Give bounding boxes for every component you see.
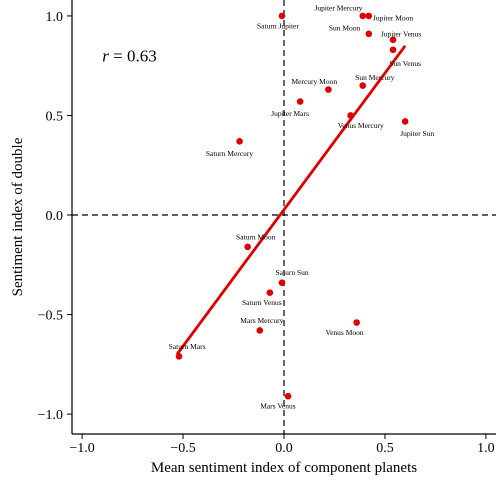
data-point <box>359 12 367 20</box>
point-label: Saturn Jupiter <box>257 21 299 30</box>
data-point <box>325 86 332 93</box>
data-point <box>347 112 354 119</box>
point-label: Venus Mercury <box>338 121 384 130</box>
y-tick-label: −0.5 <box>38 309 63 324</box>
data-point <box>256 327 264 334</box>
data-point <box>244 243 251 251</box>
correlation-annotation: r = 0.63 <box>102 47 156 66</box>
x-tick-label: −0.5 <box>170 441 195 456</box>
point-label: Mercury Moon <box>291 77 337 86</box>
point-label: Sun Venus <box>389 59 421 68</box>
data-point <box>389 46 397 54</box>
point-label: Jupiter Mercury <box>314 3 362 12</box>
y-tick-label: 0.5 <box>46 109 64 124</box>
axes: −1.0 −0.5 0.0 0.5 1.0 −1.0 −0.5 0.0 0.5 1.0 <box>38 0 496 456</box>
data-point <box>296 98 304 105</box>
data-point <box>353 319 360 326</box>
reference-lines <box>72 0 496 434</box>
point-label: Jupiter Sun <box>400 129 434 138</box>
data-point <box>401 118 409 125</box>
regression-line <box>175 44 407 356</box>
point-label: Jupiter Moon <box>373 13 413 22</box>
data-points <box>175 12 409 400</box>
point-label: Mars Venus <box>260 402 296 411</box>
r-symbol: r <box>102 47 109 66</box>
data-point <box>278 279 286 286</box>
point-label: Saturn Mars <box>169 342 206 351</box>
point-label: Jupiter Venus <box>381 29 422 38</box>
data-point <box>278 12 286 20</box>
regression-line-group <box>175 44 407 356</box>
x-axis-title: Mean sentiment index of component planet… <box>151 460 417 476</box>
r-value: = 0.63 <box>109 47 157 66</box>
data-point <box>266 289 274 296</box>
y-tick-label: 1.0 <box>46 10 64 25</box>
y-tick-label: 0.0 <box>46 209 64 224</box>
point-label: Jupiter Mars <box>271 109 309 118</box>
point-label: Saturn Venus <box>242 298 282 307</box>
data-point <box>236 138 243 145</box>
data-point <box>389 36 397 44</box>
point-label: Saturn Moon <box>236 232 276 241</box>
y-tick-label: −1.0 <box>38 408 63 423</box>
point-label: Mars Mercury <box>240 316 283 325</box>
point-label: Saturn Sun <box>276 268 309 277</box>
y-axis-title: Sentiment index of double <box>10 137 26 296</box>
point-label: Sun Moon <box>329 23 361 32</box>
x-tick-label: 1.0 <box>477 441 495 456</box>
point-label: Sun Mercury <box>355 73 395 82</box>
point-labels: Saturn Jupiter Jupiter Mercury Jupiter Moo… <box>169 3 435 410</box>
data-point <box>359 82 367 89</box>
point-label: Venus Moon <box>326 328 364 337</box>
point-label: Saturn Mercury <box>206 149 254 158</box>
data-point <box>365 12 373 20</box>
x-tick-label: 0.5 <box>376 441 394 456</box>
x-tick-label: 0.0 <box>275 441 293 456</box>
x-tick-label: −1.0 <box>69 441 94 456</box>
data-point <box>175 353 183 360</box>
data-point <box>284 392 292 400</box>
data-point <box>365 30 373 38</box>
